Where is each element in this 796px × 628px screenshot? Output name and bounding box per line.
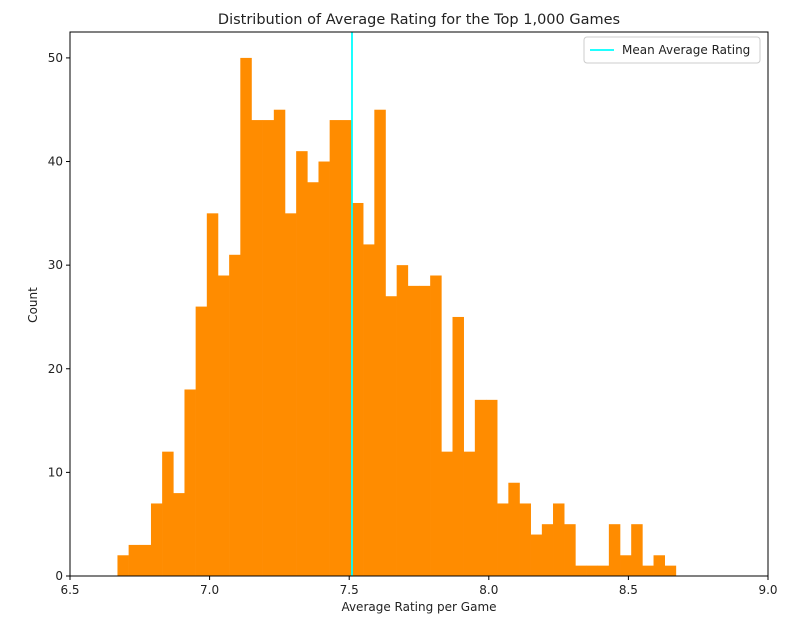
histogram-bar-34 <box>486 399 498 576</box>
histogram-bar-22 <box>351 202 364 576</box>
histogram-bar-1 <box>117 555 129 576</box>
histogram-bar-42 <box>575 565 587 576</box>
histogram-bar-32 <box>463 451 476 576</box>
y-tick-label: 50 <box>48 51 63 65</box>
x-tick-label: 7.5 <box>340 583 359 597</box>
y-tick-label: 30 <box>48 258 63 272</box>
legend-box <box>583 36 761 64</box>
histogram-bar-37 <box>519 503 531 576</box>
histogram-bar-26 <box>396 265 409 576</box>
histogram-bar-24 <box>374 109 386 576</box>
histogram-bar-8 <box>195 306 208 576</box>
histogram-bar-29 <box>430 275 442 576</box>
histogram-bar-2 <box>128 544 141 576</box>
y-tick-label: 10 <box>48 465 63 479</box>
histogram-bar-19 <box>318 161 330 576</box>
histogram-bar-11 <box>229 254 241 576</box>
histogram-bar-40 <box>553 503 565 576</box>
histogram-bar-23 <box>363 244 375 576</box>
histogram-bar-48 <box>642 565 654 576</box>
histogram-bar-6 <box>173 493 185 576</box>
histogram-bar-14 <box>262 120 275 577</box>
x-tick-label: 7.0 <box>200 583 219 597</box>
histogram-bar-41 <box>564 524 576 576</box>
y-axis-label: Count <box>26 287 40 323</box>
histogram-bar-43 <box>586 565 598 576</box>
histogram-bar-50 <box>664 565 677 576</box>
y-tick-label: 20 <box>48 362 63 376</box>
histogram-bar-33 <box>474 399 487 576</box>
histogram-bar-5 <box>162 451 174 576</box>
histogram-bars <box>117 57 677 577</box>
histogram-bar-47 <box>631 524 643 576</box>
chart-title: Distribution of Average Rating for the T… <box>218 12 620 28</box>
histogram-bar-44 <box>597 565 610 576</box>
histogram-bar-25 <box>385 296 397 576</box>
histogram-bar-49 <box>653 555 665 576</box>
histogram-bar-46 <box>620 555 632 576</box>
histogram-bar-16 <box>284 213 297 577</box>
x-tick-label: 6.5 <box>60 583 79 597</box>
histogram-bar-38 <box>530 534 543 576</box>
histogram-bar-39 <box>541 524 554 576</box>
histogram-bar-17 <box>296 151 308 576</box>
histogram-bar-15 <box>273 109 286 576</box>
histogram-bar-27 <box>407 285 420 576</box>
histogram-bar-20 <box>329 120 342 577</box>
x-axis-label: Average Rating per Game <box>341 600 496 614</box>
histogram-bar-9 <box>206 213 219 577</box>
histogram-bar-3 <box>139 544 152 576</box>
histogram-bar-21 <box>340 120 353 577</box>
histogram-bar-10 <box>217 275 230 576</box>
histogram-bar-30 <box>441 451 453 576</box>
y-axis-ticks: 0 10 20 30 40 50 <box>48 51 70 583</box>
histogram-bar-4 <box>150 503 163 576</box>
histogram-bar-35 <box>497 503 509 576</box>
plot-area-frame <box>69 31 769 577</box>
x-tick-label: 8.0 <box>479 583 498 597</box>
histogram-bar-18 <box>307 182 319 576</box>
histogram-bar-7 <box>184 389 196 576</box>
legend-entry-mean-average-rating: Mean Average Rating <box>622 43 750 57</box>
x-axis-ticks: 6.5 7.0 7.5 8.0 8.5 9.0 <box>60 576 778 597</box>
histogram-bar-36 <box>508 482 520 576</box>
histogram-bar-12 <box>240 57 252 576</box>
histogram-bar-28 <box>419 285 431 576</box>
y-tick-label: 0 <box>55 569 63 583</box>
histogram-bar-45 <box>608 524 621 576</box>
x-tick-label: 9.0 <box>758 583 777 597</box>
histogram-bar-13 <box>251 120 263 577</box>
histogram-bar-31 <box>452 316 464 576</box>
x-tick-label: 8.5 <box>619 583 638 597</box>
legend: Mean Average Rating <box>583 36 761 64</box>
y-tick-label: 40 <box>48 155 63 169</box>
